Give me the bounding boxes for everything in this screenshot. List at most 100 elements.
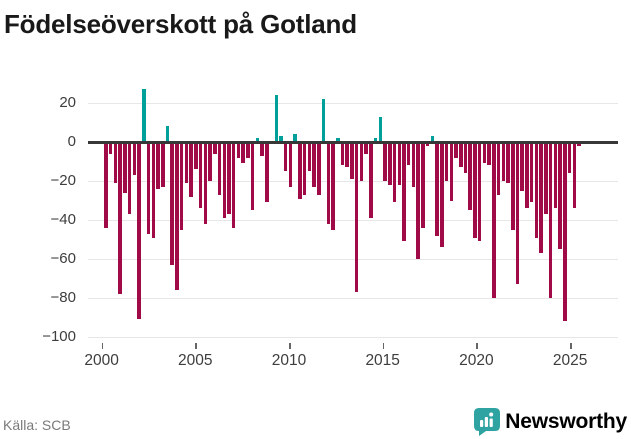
bar-2019Q2 [468, 142, 472, 211]
bar-2023Q3 [548, 142, 553, 298]
bar-2014Q1 [369, 142, 373, 219]
bar-2025Q1 [577, 142, 581, 146]
bar-2005Q1 [198, 142, 203, 209]
x-tick [570, 343, 572, 349]
gridline [88, 258, 618, 260]
bar-2002Q1 [142, 89, 146, 142]
bar-2015Q1 [388, 142, 392, 185]
bar-2000Q4 [118, 142, 122, 295]
bar-2009Q1 [274, 95, 279, 142]
bar-2013Q3 [359, 142, 364, 181]
x-tick-label: 2000 [84, 352, 119, 369]
plot-area: 2000 2005 2010 2015 2020 2025 [84, 83, 618, 369]
bar-2008Q3 [265, 142, 269, 203]
bar-2016Q1 [406, 142, 411, 166]
bar-2012Q3 [340, 142, 345, 166]
zero-line [88, 140, 618, 144]
bar-2010Q1 [293, 134, 297, 142]
bar-2020Q1 [482, 142, 487, 164]
bar-2006Q1 [217, 142, 222, 195]
bar-2013Q4 [364, 142, 368, 154]
chart-title: Födelseöverskott på Gotland [4, 9, 357, 39]
bar-2005Q2 [203, 142, 208, 224]
x-tick [101, 343, 104, 349]
bar-2015Q2 [392, 142, 397, 203]
bar-2001Q3 [132, 142, 137, 176]
x-tick-label: 2015 [365, 352, 400, 369]
y-tick-label: 20 [59, 94, 76, 111]
bar-2015Q3 [397, 142, 401, 185]
bar-2007Q4 [250, 142, 255, 211]
bar-2001Q4 [137, 142, 141, 320]
gridline [88, 219, 618, 221]
bar-2018Q3 [454, 142, 458, 158]
x-tick [289, 343, 291, 349]
bar-2004Q2 [184, 142, 189, 183]
y-tick-label: −60 [50, 250, 76, 267]
gridline [88, 297, 618, 299]
bar-2007Q2 [241, 142, 245, 164]
bar-2004Q3 [189, 142, 193, 197]
bar-2021Q1 [501, 142, 506, 181]
y-tick-label: −100 [42, 328, 76, 345]
bar-2005Q4 [213, 142, 217, 154]
bar-2011Q2 [317, 142, 321, 195]
bar-2010Q4 [307, 142, 312, 172]
bar-2024Q1 [558, 142, 562, 250]
y-tick-label: −80 [50, 289, 76, 306]
x-tick [195, 343, 197, 349]
brand-name: Newsworthy [505, 410, 627, 433]
bar-2023Q4 [553, 142, 558, 209]
bar-2006Q2 [222, 142, 226, 219]
x-tick-label: 2020 [459, 352, 494, 369]
bar-2013Q2 [354, 142, 359, 293]
bar-2002Q2 [146, 142, 151, 234]
bar-2014Q2 [373, 138, 378, 142]
bar-2024Q3 [567, 142, 572, 174]
bar-2021Q3 [511, 142, 515, 230]
gridline [88, 336, 618, 338]
y-tick-label: −20 [50, 172, 76, 189]
bar-2003Q4 [175, 142, 179, 291]
bar-2000Q1 [104, 142, 108, 228]
bar-2024Q4 [572, 142, 577, 209]
bar-2023Q2 [544, 142, 548, 215]
bar-2022Q2 [525, 142, 529, 209]
bar-2001Q2 [127, 142, 132, 215]
bar-2009Q2 [279, 136, 283, 142]
bar-2003Q2 [165, 126, 170, 142]
gridline [88, 180, 618, 182]
bar-2022Q1 [520, 142, 524, 191]
bar-2019Q4 [477, 142, 482, 242]
bar-2002Q4 [156, 142, 160, 189]
bar-2021Q2 [506, 142, 510, 183]
bar-2006Q3 [227, 142, 231, 215]
bar-2009Q3 [283, 142, 288, 172]
bar-2024Q2 [563, 142, 567, 322]
bar-2019Q3 [473, 142, 477, 238]
bar-2016Q3 [416, 142, 420, 259]
bar-2014Q4 [383, 142, 387, 181]
bar-2015Q4 [402, 142, 406, 242]
bar-2017Q3 [435, 142, 439, 236]
bar-2021Q4 [515, 142, 520, 285]
bar-2007Q3 [246, 142, 250, 158]
bar-2017Q4 [440, 142, 444, 248]
bar-2022Q4 [534, 142, 539, 238]
bar-2023Q1 [539, 142, 543, 254]
y-tick-label: −40 [50, 211, 76, 228]
bar-2000Q2 [108, 142, 113, 154]
bar-2012Q4 [345, 142, 349, 168]
bar-2022Q3 [529, 142, 534, 203]
bar-2012Q2 [336, 138, 340, 142]
x-tick-label: 2025 [552, 352, 588, 369]
bar-2014Q3 [378, 116, 383, 142]
bar-2013Q1 [350, 142, 354, 180]
bar-2010Q3 [302, 142, 307, 195]
bar-2016Q4 [421, 142, 425, 228]
bar-2020Q4 [496, 142, 501, 195]
brand-logo: Newsworthy [474, 407, 627, 437]
bar-2009Q4 [288, 142, 293, 187]
bar-2003Q3 [170, 142, 174, 265]
